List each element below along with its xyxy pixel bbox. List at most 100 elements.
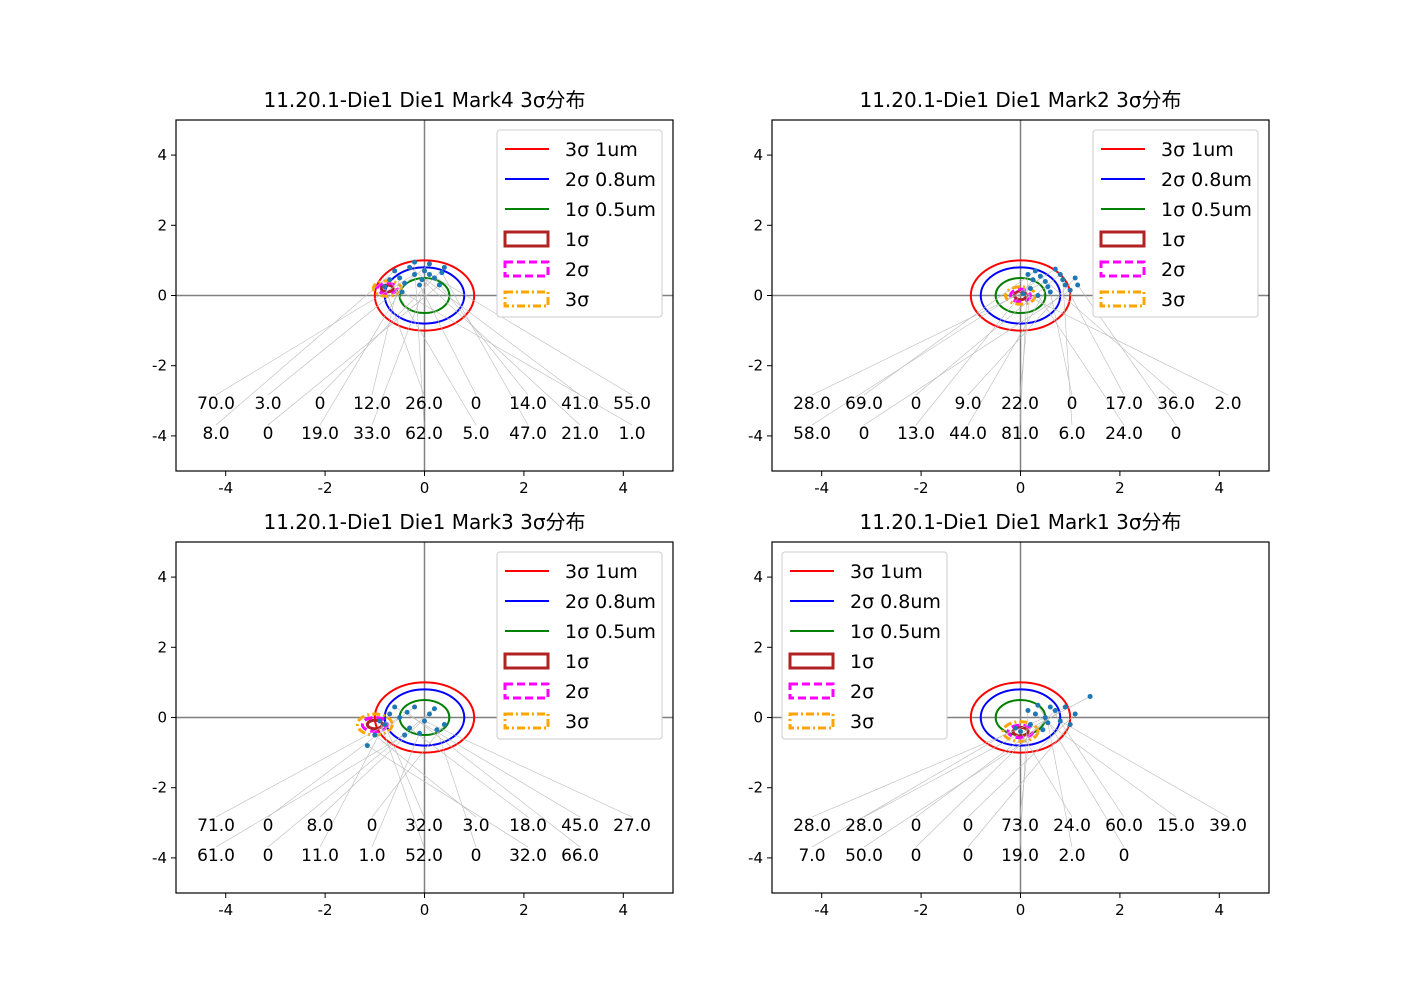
- data-point: [439, 270, 445, 276]
- point-label: 11.0: [301, 846, 339, 866]
- y-tick-label: 4: [157, 146, 167, 164]
- y-tick-label: 4: [157, 568, 167, 586]
- data-point: [1067, 287, 1073, 293]
- point-label: 2.0: [1058, 846, 1085, 866]
- legend-label: 2σ 0.8um: [1161, 169, 1252, 191]
- legend-patch-swatch: [503, 652, 550, 670]
- point-label: 26.0: [405, 394, 443, 414]
- legend-patch-swatch: [503, 260, 550, 278]
- point-label: 60.0: [1105, 816, 1143, 836]
- data-point: [1025, 707, 1031, 713]
- data-point: [364, 743, 370, 749]
- point-label: 0: [911, 816, 922, 836]
- x-tick-label: 0: [1016, 901, 1026, 919]
- legend-label: 3σ: [565, 289, 589, 311]
- circle-1um: [373, 259, 476, 332]
- y-tick-label: -2: [152, 779, 167, 797]
- label-leader-line: [319, 267, 445, 396]
- data-point: [412, 271, 418, 277]
- label-leader-line: [394, 706, 581, 818]
- data-point: [417, 282, 423, 288]
- point-label: 0: [963, 816, 974, 836]
- point-label: 1.0: [618, 424, 645, 444]
- label-leader-line: [409, 727, 529, 818]
- chart-title: 11.20.1-Die1 Die1 Mark2 3σ分布: [859, 88, 1181, 112]
- data-point: [436, 282, 442, 288]
- label-leader-line: [424, 720, 633, 818]
- data-point: [372, 732, 378, 738]
- label-leader-line: [267, 708, 435, 848]
- data-point: [1057, 718, 1063, 724]
- point-label: 21.0: [561, 424, 599, 444]
- data-point: [1075, 282, 1081, 288]
- label-leaders: [215, 262, 633, 426]
- point-label: 70.0: [197, 394, 235, 414]
- legend-label: 1σ 0.5um: [850, 621, 941, 643]
- point-label: 47.0: [509, 424, 547, 444]
- legend-label: 1σ 0.5um: [1161, 199, 1252, 221]
- data-point: [1062, 282, 1068, 288]
- data-point: [1025, 271, 1031, 277]
- x-tick-label: -2: [318, 479, 333, 497]
- subplot-4: 28.0 28.0 0 0 73.0 24.0 60.0 15.0 39.0 7.0 50.0 0 0 1…: [748, 510, 1270, 919]
- point-label: 0: [859, 424, 870, 444]
- data-point: [1072, 275, 1078, 281]
- data-point: [1087, 693, 1093, 699]
- label-leader-line: [967, 713, 1076, 818]
- point-label: 0: [1119, 846, 1130, 866]
- point-labels: 28.0 28.0 0 0 73.0 24.0 60.0 15.0 39.0 7.0 50.0 0 0 1…: [793, 816, 1247, 866]
- y-tick-label: -4: [748, 849, 763, 867]
- circle-0.8um: [979, 688, 1062, 747]
- legend-label: 3σ: [850, 711, 874, 733]
- point-label: 0: [911, 846, 922, 866]
- point-label: 27.0: [613, 816, 651, 836]
- legend-box: [1092, 129, 1259, 318]
- label-leader-line: [1062, 279, 1073, 426]
- point-label: 61.0: [197, 846, 235, 866]
- data-point: [1027, 285, 1033, 291]
- chart-title: 11.20.1-Die1 Die1 Mark3 3σ分布: [263, 510, 585, 534]
- x-tick-label: -4: [814, 901, 829, 919]
- y-tick-label: 0: [753, 287, 763, 305]
- data-point: [1035, 702, 1041, 708]
- label-leader-line: [811, 727, 1016, 848]
- point-label: 62.0: [405, 424, 443, 444]
- point-label: 0: [1171, 424, 1182, 444]
- sigma-ellipse-3: [1001, 720, 1040, 743]
- data-point: [399, 289, 405, 295]
- data-point: [382, 284, 388, 290]
- subplot-1: 70.0 3.0 0 12.0 26.0 0 14.0 41.0 55.08.0 0 19.0 33.…: [152, 88, 674, 497]
- data-point: [426, 271, 432, 277]
- legend-label: 1σ 0.5um: [565, 199, 656, 221]
- y-tick-label: 2: [157, 216, 167, 234]
- label-leader-line: [863, 289, 1071, 426]
- point-label: 24.0: [1105, 424, 1143, 444]
- label-leader-line: [436, 729, 477, 848]
- label-leader-line: [215, 270, 395, 426]
- legend-label: 3σ: [1161, 289, 1185, 311]
- data-point: [426, 261, 432, 267]
- data-point: [1052, 707, 1058, 713]
- data-point: [392, 704, 398, 710]
- label-leader-line: [319, 283, 405, 426]
- label-leader-line: [1064, 284, 1125, 396]
- legend-label: 3σ 1um: [565, 561, 638, 583]
- x-tick-label: 2: [519, 479, 529, 497]
- point-label: 33.0: [353, 424, 391, 444]
- x-tick-label: 4: [1215, 901, 1225, 919]
- label-leader-line: [371, 724, 445, 818]
- point-labels: 71.0 0 8.0 0 32.0 3.0 18.0 45.0 27.0 61.0 0 11.0 1.0…: [197, 816, 651, 866]
- x-tick-label: -2: [318, 901, 333, 919]
- legend-label: 2σ: [565, 681, 589, 703]
- point-label: 71.0: [197, 816, 235, 836]
- label-leader-line: [371, 274, 430, 426]
- label-leader-line: [215, 274, 415, 396]
- label-leader-line: [1019, 274, 1029, 426]
- label-leader-line: [1037, 295, 1125, 426]
- legend-box: [496, 551, 663, 740]
- legend-patch-swatch: [788, 712, 835, 730]
- legend: 3σ 1um 2σ 0.8um 1σ 0.5um 1σ 2σ 3σ: [496, 129, 663, 318]
- legend-patch-swatch: [503, 682, 550, 700]
- label-leader-line: [215, 734, 405, 848]
